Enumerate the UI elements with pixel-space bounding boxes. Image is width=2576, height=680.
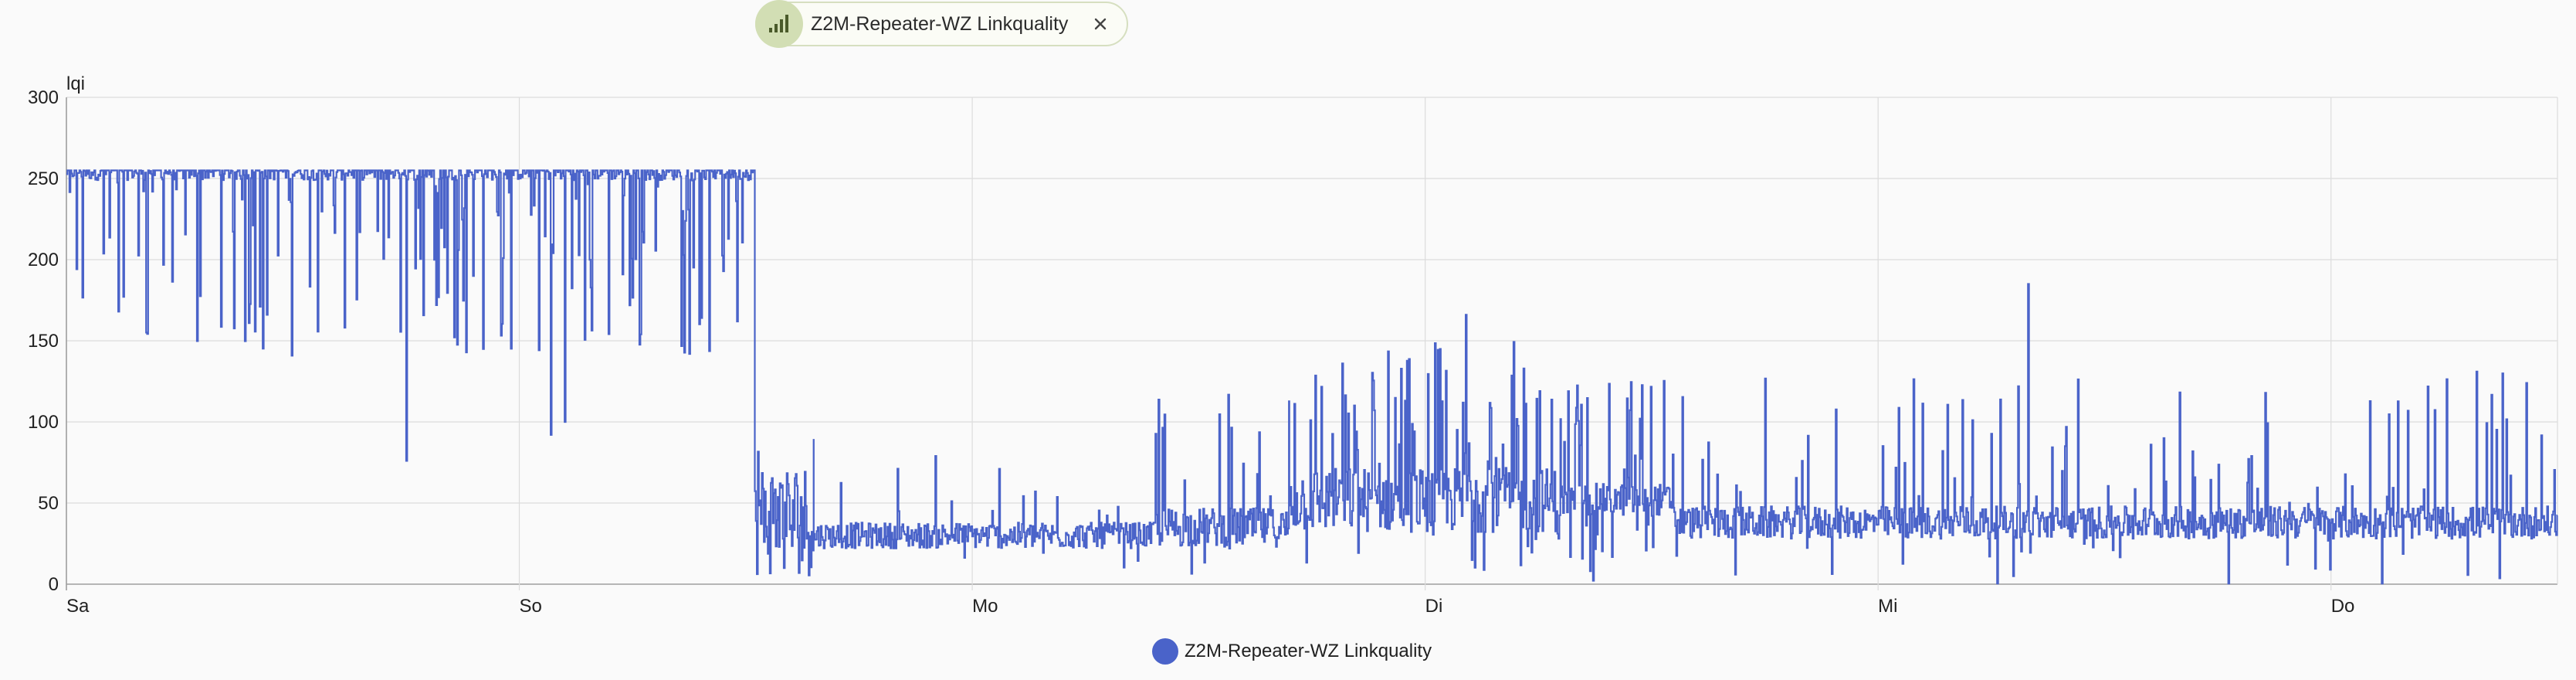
legend-label: Z2M-Repeater-WZ Linkquality [1185,641,1432,661]
x-tick-label: Mi [1878,596,1897,617]
series-line-linkquality [66,169,2558,585]
x-tick-label: Di [1425,596,1443,617]
y-tick-label: 200 [28,250,59,270]
y-tick-label: 250 [28,168,59,189]
x-tick-label: So [520,596,542,617]
x-axis-ticks: Sa So Mo Di Mi Do [66,596,2354,617]
y-tick-label: 300 [28,87,59,108]
x-tick-label: Do [2331,596,2355,617]
y-tick-label: 150 [28,331,59,352]
y-axis-ticks: 0 50 100 150 200 250 300 [28,87,59,595]
x-tick-label: Sa [66,596,90,617]
x-tick-label: Mo [972,596,998,617]
y-tick-label: 100 [28,412,59,433]
signal-bars-icon [755,0,803,48]
y-tick-label: 50 [38,493,59,514]
entity-chip-label: Z2M-Repeater-WZ Linkquality [811,12,1069,35]
close-icon[interactable] [1085,8,1116,39]
chart-legend[interactable]: Z2M-Repeater-WZ Linkquality [1152,638,1432,665]
entity-chip[interactable]: Z2M-Repeater-WZ Linkquality [755,0,1129,48]
y-axis-label: lqi [66,73,85,94]
y-tick-label: 0 [49,574,59,595]
legend-swatch [1152,638,1178,665]
